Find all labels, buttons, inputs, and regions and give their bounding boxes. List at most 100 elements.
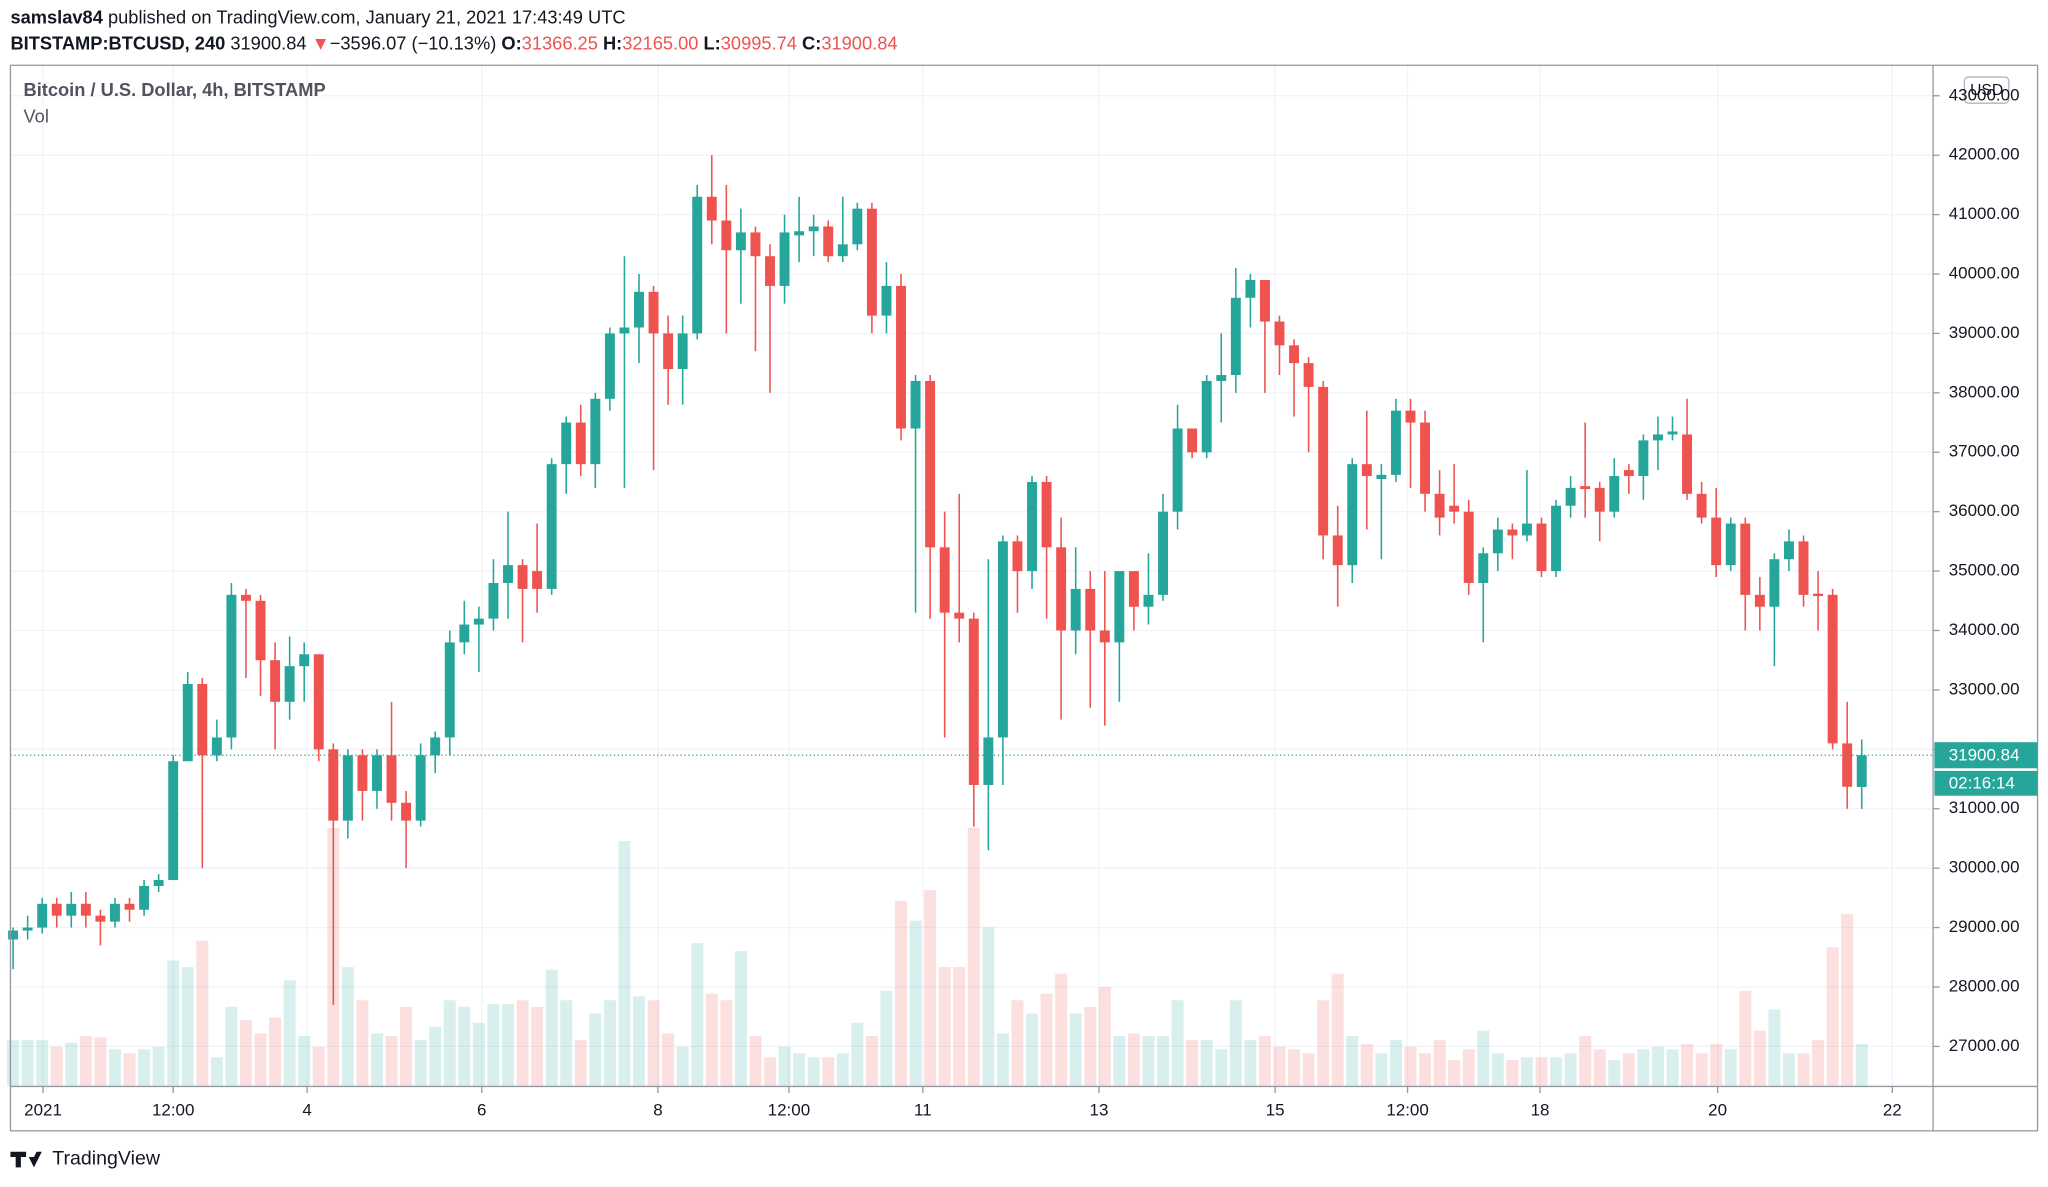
countdown: 02:16:14 bbox=[1949, 773, 2015, 792]
volume-bar bbox=[880, 990, 893, 1087]
volume-bar bbox=[312, 1046, 325, 1087]
volume-bar bbox=[1841, 914, 1854, 1087]
volume-bar bbox=[1302, 1053, 1315, 1087]
candle-body bbox=[1507, 529, 1518, 536]
candle-body bbox=[721, 220, 732, 251]
volume-bar bbox=[822, 1057, 835, 1087]
volume-bar bbox=[603, 1000, 616, 1087]
candle-body bbox=[1056, 547, 1067, 631]
volume-bar bbox=[210, 1057, 223, 1087]
volume-bar bbox=[778, 1046, 791, 1087]
volume-bar bbox=[21, 1040, 34, 1087]
volume-bar bbox=[1258, 1036, 1271, 1087]
volume-bar bbox=[443, 1000, 456, 1087]
volume-bar bbox=[734, 951, 747, 1087]
candle-body bbox=[1827, 594, 1838, 744]
volume-bar bbox=[1419, 1053, 1432, 1087]
volume-bar bbox=[676, 1046, 689, 1087]
volume-bar bbox=[574, 1040, 587, 1087]
volume-bar bbox=[1346, 1036, 1359, 1087]
volume-bar bbox=[1753, 1030, 1766, 1087]
volume-bar bbox=[341, 967, 354, 1087]
volume-bar bbox=[1739, 990, 1752, 1087]
candle-body bbox=[619, 327, 630, 334]
x-tick-label: 12:00 bbox=[1386, 1101, 1428, 1120]
candle-body bbox=[939, 547, 950, 613]
candle-body bbox=[328, 749, 339, 821]
volume-bar bbox=[225, 1006, 238, 1087]
candle-body bbox=[517, 565, 528, 589]
candle-body bbox=[1230, 297, 1241, 376]
candle-body bbox=[444, 642, 455, 738]
candle-body bbox=[794, 231, 805, 236]
volume-bar bbox=[181, 967, 194, 1087]
volume-bar bbox=[793, 1053, 806, 1087]
candle-body bbox=[110, 903, 120, 922]
volume-bar bbox=[851, 1022, 864, 1087]
volume-bar bbox=[749, 1036, 762, 1087]
volume-bar bbox=[1812, 1040, 1825, 1087]
volume-bar bbox=[79, 1036, 92, 1087]
x-tick-label: 22 bbox=[1883, 1101, 1902, 1120]
high: 32165.00 bbox=[622, 32, 698, 53]
volume-bar bbox=[938, 967, 951, 1087]
candle-body bbox=[1085, 588, 1096, 631]
volume-bar bbox=[414, 1040, 427, 1087]
volume-bar bbox=[618, 841, 631, 1087]
volume-bar bbox=[807, 1057, 820, 1087]
candle-body bbox=[1332, 535, 1343, 566]
brand-logo[interactable] bbox=[10, 1151, 42, 1168]
x-tick-label: 8 bbox=[653, 1101, 662, 1120]
candle-body bbox=[1711, 517, 1722, 566]
candle-body bbox=[1536, 523, 1547, 572]
currency[interactable]: USD bbox=[1970, 82, 2003, 99]
volume-layer bbox=[7, 827, 1868, 1087]
volume-bar bbox=[1491, 1053, 1504, 1087]
volume-bar bbox=[94, 1037, 107, 1087]
y-tick-label: 27000.00 bbox=[1949, 1036, 2020, 1055]
candle-body bbox=[1754, 594, 1765, 607]
volume-bar bbox=[152, 1046, 165, 1087]
candle-body bbox=[765, 256, 775, 286]
y-tick-label: 34000.00 bbox=[1949, 620, 2020, 639]
candle-body bbox=[1318, 386, 1329, 536]
volume-bar bbox=[647, 1000, 660, 1087]
volume-bar bbox=[1433, 1040, 1446, 1087]
candle-body bbox=[1551, 505, 1562, 572]
volume-bar bbox=[1710, 1044, 1723, 1087]
y-tick-label: 33000.00 bbox=[1949, 679, 2020, 698]
volume-bar bbox=[356, 1000, 369, 1087]
volume-bar bbox=[1608, 1059, 1621, 1087]
candle-body bbox=[503, 565, 513, 583]
candle-body bbox=[430, 737, 441, 756]
volume-bar bbox=[662, 1033, 675, 1087]
y-tick-label: 41000.00 bbox=[1949, 204, 2020, 223]
candle-body bbox=[182, 683, 193, 762]
candle-body bbox=[532, 571, 543, 589]
candle-body bbox=[983, 737, 994, 785]
brand[interactable]: TradingView bbox=[52, 1148, 161, 1170]
x-tick-label: 18 bbox=[1531, 1101, 1550, 1120]
author: samslav84 bbox=[10, 6, 103, 27]
candle-body bbox=[139, 885, 150, 910]
currency-box[interactable] bbox=[1963, 76, 2010, 104]
volume-bar bbox=[1215, 1049, 1228, 1087]
volume-bar bbox=[1826, 947, 1839, 1087]
y-tick-label: 28000.00 bbox=[1949, 976, 2020, 995]
candle-body bbox=[313, 654, 324, 750]
candle-body bbox=[1289, 345, 1299, 364]
candle-body bbox=[1725, 523, 1736, 566]
axis-layer: 27000.00 28000.00 29000.00 30000.00 31000.00… bbox=[24, 85, 2038, 1120]
candle-body bbox=[1041, 481, 1052, 548]
candle-body bbox=[1114, 571, 1125, 643]
candle-body bbox=[1565, 487, 1576, 506]
candle-body bbox=[211, 737, 222, 756]
y-tick-label: 42000.00 bbox=[1949, 145, 2020, 164]
change: −3596.07 (−10.13%) bbox=[330, 32, 497, 53]
volume-bar bbox=[1724, 1049, 1737, 1087]
candle-body bbox=[1638, 440, 1649, 477]
candle-body bbox=[284, 666, 295, 702]
y-tick-label: 31000.00 bbox=[1949, 798, 2020, 817]
candle-body bbox=[1347, 464, 1358, 566]
